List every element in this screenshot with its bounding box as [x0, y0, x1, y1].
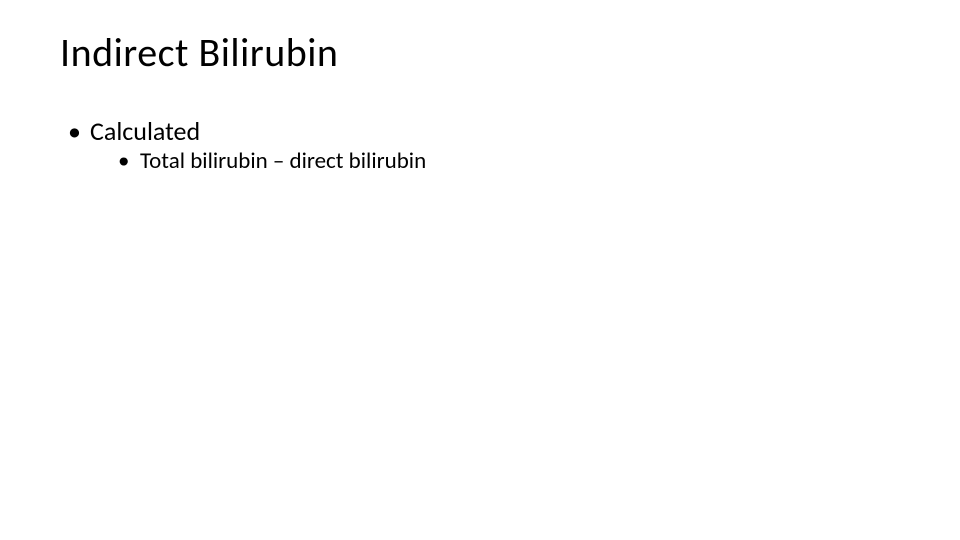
sub-bullet-list: Total bilirubin – direct bilirubin	[90, 147, 900, 175]
bullet-item-level1: Calculated Total bilirubin – direct bili…	[68, 115, 900, 175]
bullet-list: Calculated Total bilirubin – direct bili…	[60, 115, 900, 175]
slide-title: Indirect Bilirubin	[60, 28, 900, 77]
bullet-text-level2: Total bilirubin – direct bilirubin	[140, 147, 426, 175]
bullet-text-level1: Calculated	[90, 115, 200, 147]
bullet-item-level2: Total bilirubin – direct bilirubin	[118, 147, 900, 175]
slide-container: Indirect Bilirubin Calculated Total bili…	[0, 0, 960, 540]
